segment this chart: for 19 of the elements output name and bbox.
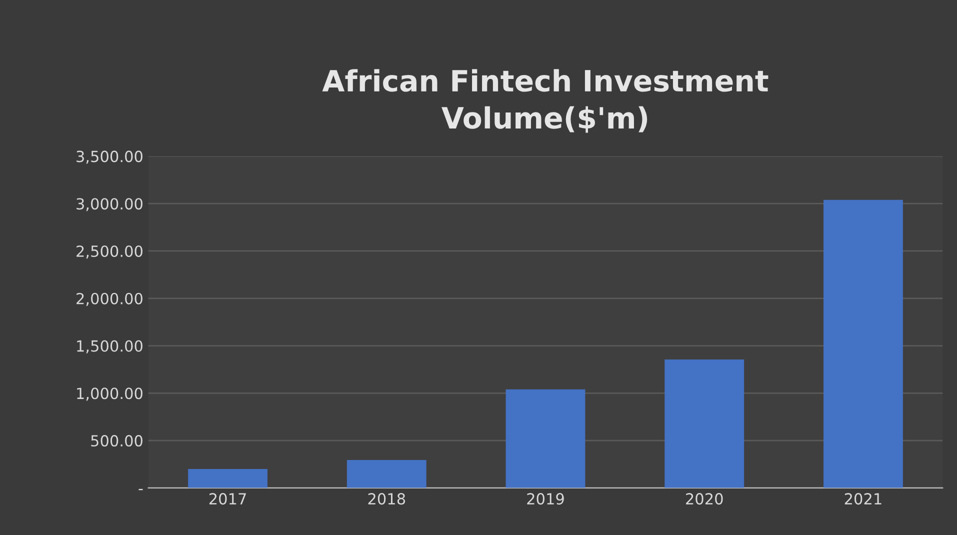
x-tick-label: 2021: [844, 493, 882, 505]
bar: [346, 460, 426, 488]
y-tick-label: 1,000.00: [77, 388, 142, 401]
y-tick-label: -: [138, 488, 143, 490]
bar: [664, 360, 744, 488]
y-tick-label: 2,500.00: [76, 245, 142, 259]
bar: [506, 389, 586, 488]
x-tick-label: 2020: [686, 493, 723, 505]
chart-title: African Fintech Investment Volume($'m): [322, 69, 768, 133]
bar: [188, 468, 268, 488]
y-tick-label: 3,500.00: [76, 150, 142, 164]
x-tick-label: 2019: [527, 493, 564, 505]
y-tick-label: 500.00: [91, 435, 142, 447]
x-tick-label: 2018: [368, 493, 406, 505]
bar: [824, 200, 903, 488]
x-tick-label: 2017: [209, 493, 246, 505]
y-tick-label: 1,500.00: [77, 340, 142, 354]
y-tick-label: 2,000.00: [76, 292, 142, 306]
y-tick-label: 3,000.00: [76, 198, 142, 212]
